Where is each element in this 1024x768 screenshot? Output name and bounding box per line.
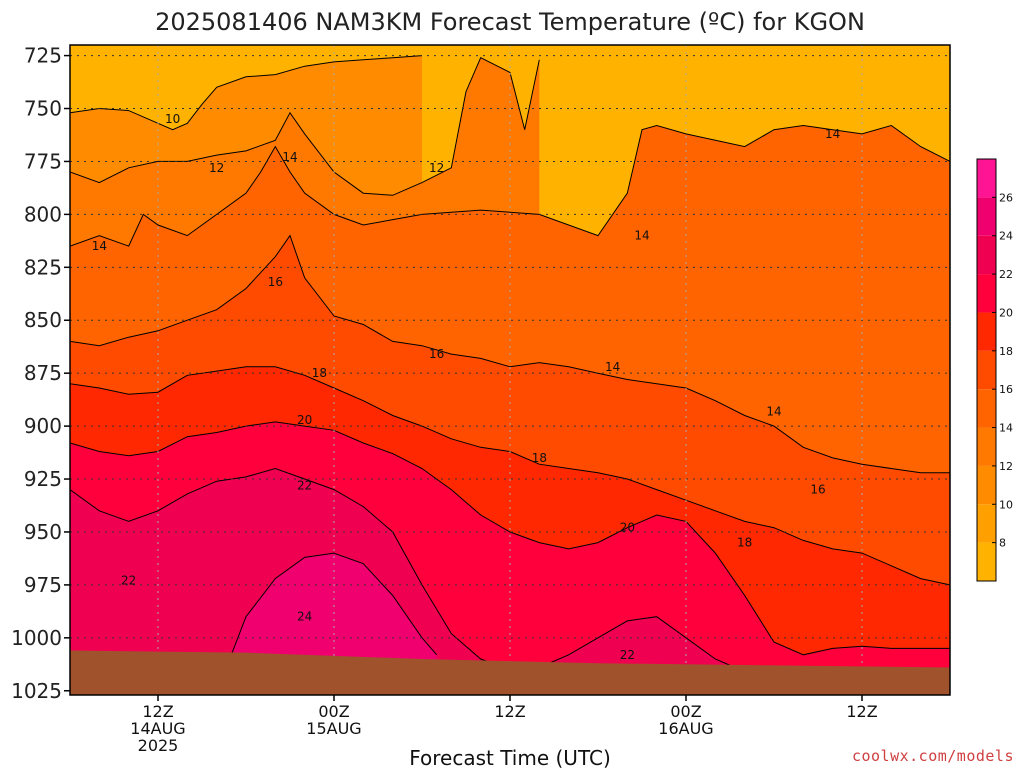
isotherm-label: 14 [605,360,620,374]
isotherm-16 [70,234,950,474]
colorbar-label: 24 [999,230,1013,243]
temperature-bands [70,55,950,695]
y-tick-label: 1000 [11,626,62,650]
colorbar-label: 14 [999,422,1013,435]
isotherm-label: 14 [766,404,781,418]
y-tick-label: 925 [24,467,62,491]
colorbar-label: 16 [999,383,1013,396]
isotherm-label: 14 [92,239,107,253]
x-tick-label: 16AUG [658,719,713,738]
y-tick-label: 800 [24,202,62,226]
x-tick-label: 00Z [318,702,349,721]
isotherm-14 [70,124,950,247]
isotherm-label: 18 [532,451,547,465]
isotherm-label: 14 [825,127,840,141]
colorbar-swatch [977,465,996,505]
x-tick-label: 14AUG [130,719,185,738]
isotherm-label: 20 [620,521,635,535]
isotherm-label: 20 [297,413,312,427]
colorbar-swatch [977,235,996,275]
colorbar-swatch [977,389,996,428]
isotherm-label: 14 [634,229,649,243]
colorbar-swatch [977,197,996,236]
y-tick-label: 750 [24,97,62,121]
y-tick-label: 875 [24,361,62,385]
isotherm-label: 16 [810,483,825,497]
isotherm-20 [70,421,950,656]
x-tick-label: 12Z [142,702,173,721]
x-tick-label: 00Z [670,702,701,721]
y-tick-label: 825 [24,255,62,279]
colorbar-label: 20 [999,306,1013,319]
plot-area: 10 12 14 12 14 16 14 14 16 14 14 18 20 18 16 22 20 18 22 24… [70,45,950,695]
x-tick-label: 2025 [138,736,179,755]
isotherm-label: 16 [429,347,444,361]
y-tick-label: 775 [24,149,62,173]
isotherm-lines [70,55,950,673]
colorbar-label: 12 [999,460,1013,473]
colorbar-frame [976,158,997,582]
isotherm-label: 18 [312,366,327,380]
isotherm-label: 22 [620,648,635,662]
isotherm-label: 22 [297,478,312,492]
chart-title: 2025081406 NAM3KM Forecast Temperature (… [155,8,865,36]
isotherm-label: 12 [209,161,224,175]
x-axis-label: Forecast Time (UTC) [409,746,611,768]
y-tick-label: 975 [24,573,62,597]
y-tick-label: 950 [24,520,62,544]
colorbar-swatch [977,542,996,581]
x-tick-label: 15AUG [306,719,361,738]
x-tick-label: 12Z [846,702,877,721]
y-tick-label: 1025 [11,679,62,703]
colorbar-swatch [977,350,996,390]
isotherm-label: 10 [165,112,180,126]
colorbar-swatch [977,159,996,198]
colorbar-legend: 8 10 12 14 16 18 20 22 24 26 [976,158,1013,582]
isotherm-label: 22 [121,574,136,588]
isotherm-10 [70,55,423,131]
isotherm-label: 24 [297,610,312,624]
colorbar-label: 22 [999,268,1013,281]
colorbar-swatch [977,274,996,313]
ground-terrain [70,650,950,695]
x-tick-label: 12Z [494,702,525,721]
y-axis: 725 750 775 800 825 850 875 900 925 950 975 1000 102… [11,44,70,703]
credit-text: coolwx.com/models [852,747,1014,765]
colorbar-swatch [977,504,996,543]
isotherm-label: 12 [429,161,444,175]
colorbar-swatch [977,427,996,466]
y-tick-label: 725 [24,44,62,68]
isotherm-labels: 10 12 14 12 14 16 14 14 16 14 14 18 20 18 16 22 20 18 22 24… [92,112,841,662]
colorbar-label: 10 [999,498,1013,511]
y-tick-label: 900 [24,414,62,438]
colorbar-swatch [977,312,996,351]
y-tick-label: 850 [24,308,62,332]
isotherm-24 [230,552,438,656]
isotherm-label: 18 [737,536,752,550]
isotherm-22 [70,467,745,673]
colorbar-label: 26 [999,191,1013,204]
isotherm-label: 16 [268,275,283,289]
isotherm-label: 14 [282,150,297,164]
colorbar-label: 8 [999,537,1006,550]
colorbar-label: 18 [999,345,1013,358]
